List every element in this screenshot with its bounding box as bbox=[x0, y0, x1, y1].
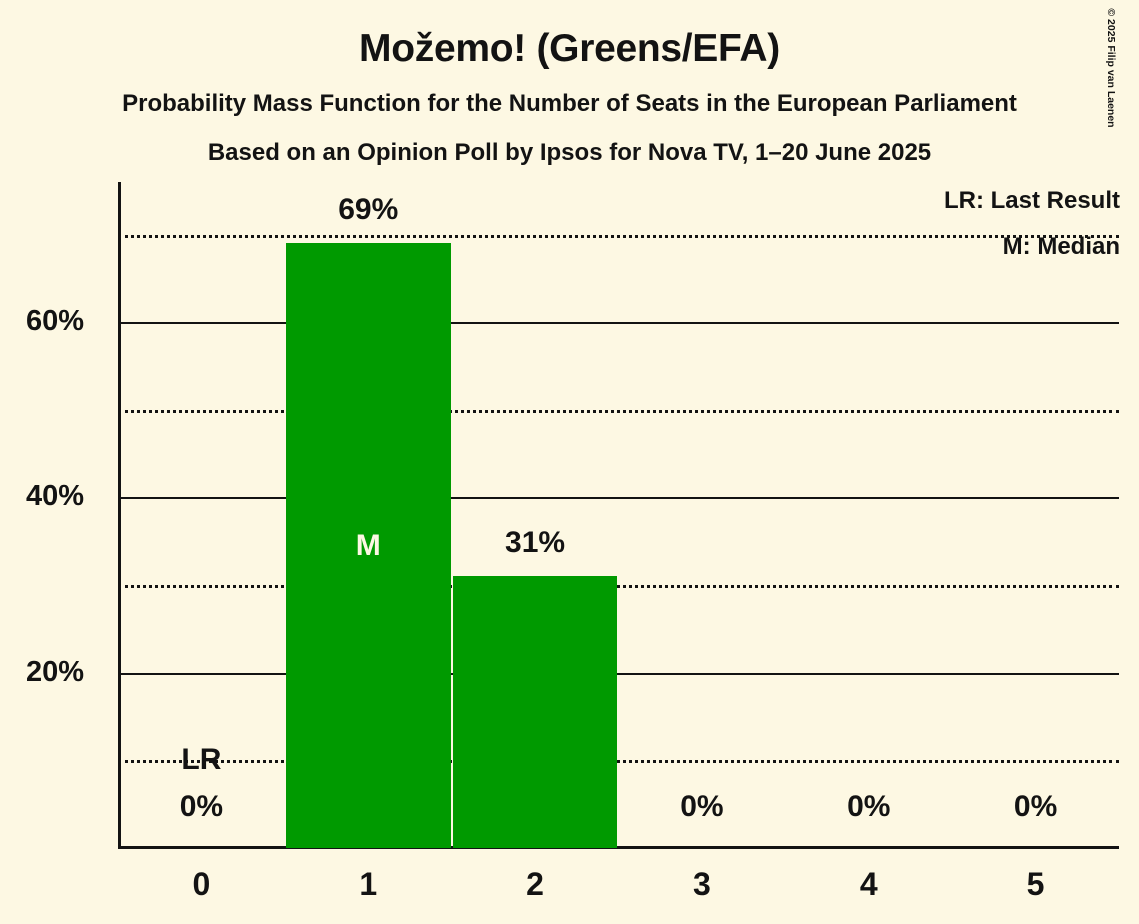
copyright-notice: © 2025 Filip van Laenen bbox=[1105, 8, 1117, 128]
gridline-minor bbox=[118, 409, 1119, 413]
x-axis-category-label: 3 bbox=[693, 866, 711, 902]
bar-column[interactable]: 0% bbox=[619, 182, 786, 848]
bar-value-label: 0% bbox=[179, 790, 224, 823]
bar-column[interactable]: 0% LR bbox=[118, 182, 285, 848]
gridline-major bbox=[118, 322, 1119, 325]
gridline-major bbox=[118, 672, 1119, 675]
y-axis-tick-label: 20% bbox=[25, 655, 84, 688]
bar-column[interactable]: 0% bbox=[785, 182, 952, 848]
bar-value-label: 69% bbox=[338, 193, 399, 227]
bar-column[interactable]: 69% M bbox=[285, 182, 452, 848]
x-axis-category-label: 5 bbox=[1026, 866, 1045, 902]
chart-subtitle-source: Based on an Opinion Poll by Ipsos for No… bbox=[207, 139, 932, 166]
legend-item-last-result: LR: Last Result bbox=[943, 187, 1120, 214]
bar[interactable] bbox=[285, 243, 451, 848]
y-axis-tick-label: 40% bbox=[25, 480, 84, 513]
bar-value-label: 0% bbox=[847, 790, 891, 823]
plot-area: 20% 40% 60% 0% LR 69% M 31% 0% 0% 0% bbox=[26, 182, 1119, 849]
bar-value-label: 0% bbox=[1013, 790, 1058, 823]
gridline-major bbox=[118, 497, 1119, 500]
bar-value-label: 0% bbox=[680, 790, 724, 823]
title-block: Možemo! (Greens/EFA) Probability Mass Fu… bbox=[0, 0, 1139, 170]
bar[interactable] bbox=[452, 576, 618, 848]
gridline-minor bbox=[118, 585, 1119, 589]
bar-value-label: 31% bbox=[505, 526, 566, 560]
chart-subtitle: Probability Mass Function for the Number… bbox=[122, 90, 1017, 117]
x-axis-category-label: 4 bbox=[859, 866, 878, 902]
y-axis-tick-label: 60% bbox=[25, 305, 84, 338]
median-marker: M bbox=[355, 528, 381, 562]
last-result-marker: LR bbox=[181, 743, 222, 777]
x-axis-category-label: 2 bbox=[526, 866, 544, 902]
x-axis-category-labels: 0 1 2 3 4 5 bbox=[118, 862, 1119, 912]
bars-layer: 0% LR 69% M 31% 0% 0% 0% bbox=[118, 182, 1119, 848]
x-axis-line bbox=[118, 846, 1119, 849]
y-axis-line bbox=[118, 182, 121, 849]
chart-title: Možemo! (Greens/EFA) bbox=[359, 27, 780, 70]
bar-column[interactable]: 31% bbox=[452, 182, 619, 848]
x-axis-category-label: 1 bbox=[359, 866, 378, 902]
gridline-minor bbox=[118, 234, 1119, 238]
gridline-minor bbox=[118, 760, 1119, 764]
bar-column[interactable]: 0% bbox=[952, 182, 1119, 848]
x-axis-category-label: 0 bbox=[192, 866, 211, 902]
